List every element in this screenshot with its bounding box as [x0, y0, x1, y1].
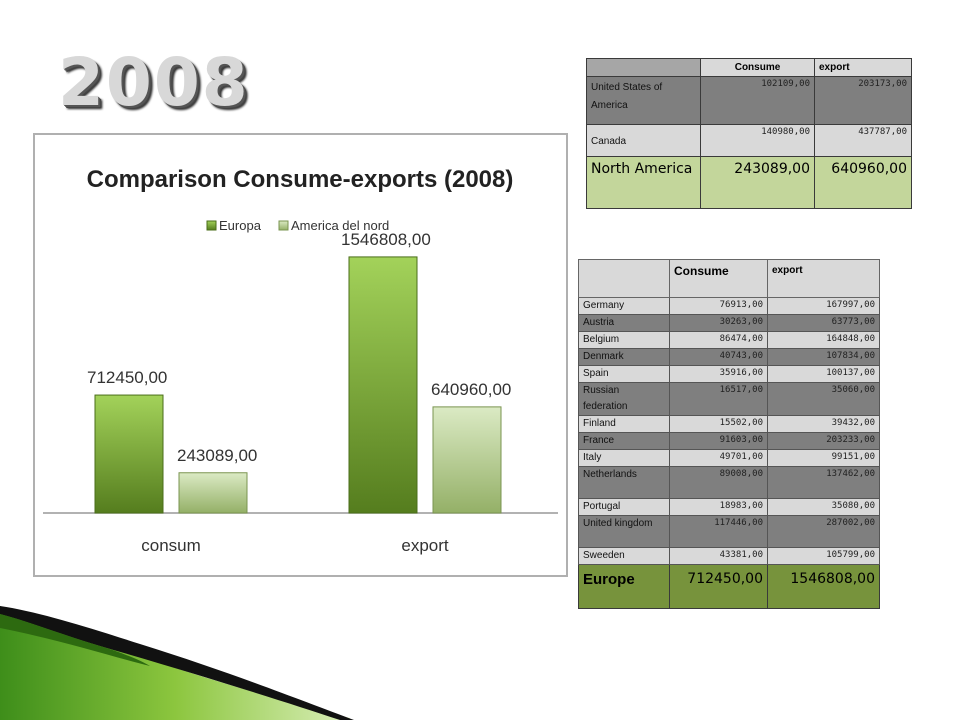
na-header-consume: Consume: [700, 58, 815, 77]
eu-row: Portugal 18983,00 35080,00: [578, 498, 880, 516]
data-label: 712450,00: [87, 368, 167, 387]
eu-header-export: export: [767, 259, 880, 298]
na-total-name: North America: [586, 156, 701, 209]
eu-row-name: Sweeden: [578, 547, 670, 565]
legend-swatch-america: [278, 220, 289, 231]
eu-row-consume: 76913,00: [669, 297, 768, 315]
category-label-consum: consum: [141, 536, 201, 555]
eu-row-name: Belgium: [578, 331, 670, 349]
na-row-name: Canada: [586, 124, 701, 157]
eu-row-name: Portugal: [578, 498, 670, 516]
eu-row-consume: 91603,00: [669, 432, 768, 450]
eu-row: Sweeden 43381,00 105799,00: [578, 547, 880, 565]
legend-swatch-europa: [206, 220, 217, 231]
eu-row-export: 167997,00: [767, 297, 880, 315]
eu-row: France 91603,00 203233,00: [578, 432, 880, 450]
eu-row: Denmark 40743,00 107834,00: [578, 348, 880, 366]
legend-label-europa: Europa: [219, 218, 262, 233]
eu-row-name: Italy: [578, 449, 670, 467]
eu-row: United kingdom 117446,00 287002,00: [578, 515, 880, 548]
eu-row: Germany 76913,00 167997,00: [578, 297, 880, 315]
eu-row-name: Netherlands: [578, 466, 670, 499]
eu-total-consume: 712450,00: [669, 564, 768, 609]
eu-row-export: 137462,00: [767, 466, 880, 499]
eu-row-export: 35080,00: [767, 498, 880, 516]
bar-america-export: [432, 406, 502, 514]
na-row-consume: 102109,00: [700, 76, 815, 125]
eu-header-blank: [578, 259, 670, 298]
eu-row-consume: 15502,00: [669, 415, 768, 433]
na-total-export: 640960,00: [814, 156, 912, 209]
plot-area: 712450,00 243089,00 consum 1546808,00 640960…: [43, 230, 558, 555]
data-label: 640960,00: [431, 380, 511, 399]
chart-frame: Comparison Consume-exports (2008) Europa…: [33, 133, 568, 577]
na-header-blank: [586, 58, 701, 77]
data-label: 1546808,00: [341, 230, 431, 249]
eu-row-export: 164848,00: [767, 331, 880, 349]
eu-row-export: 105799,00: [767, 547, 880, 565]
na-row-export: 437787,00: [814, 124, 912, 157]
eu-row-export: 107834,00: [767, 348, 880, 366]
eu-row-consume: 49701,00: [669, 449, 768, 467]
europe-table: Consume export Germany 76913,00 167997,00 A…: [578, 259, 880, 609]
eu-header-consume: Consume: [669, 259, 768, 298]
eu-row-consume: 35916,00: [669, 365, 768, 383]
chart-title: Comparison Consume-exports (2008): [87, 166, 514, 193]
na-row-export: 203173,00: [814, 76, 912, 125]
legend-label-america: America del nord: [291, 218, 389, 233]
na-total-consume: 243089,00: [700, 156, 815, 209]
eu-row-consume: 117446,00: [669, 515, 768, 548]
eu-row-export: 203233,00: [767, 432, 880, 450]
eu-row-consume: 40743,00: [669, 348, 768, 366]
eu-row: Italy 49701,00 99151,00: [578, 449, 880, 467]
eu-row-consume: 86474,00: [669, 331, 768, 349]
eu-row-name: France: [578, 432, 670, 450]
eu-row-consume: 16517,00: [669, 382, 768, 416]
eu-row-name: Germany: [578, 297, 670, 315]
eu-row-name: Finland: [578, 415, 670, 433]
eu-row: Finland 15502,00 39432,00: [578, 415, 880, 433]
eu-row-consume: 89008,00: [669, 466, 768, 499]
eu-row: Spain 35916,00 100137,00: [578, 365, 880, 383]
eu-row: Belgium 86474,00 164848,00: [578, 331, 880, 349]
eu-total-name: Europe: [578, 564, 670, 609]
eu-row-export: 100137,00: [767, 365, 880, 383]
bar-chart: Comparison Consume-exports (2008) Europa…: [43, 166, 558, 555]
north-america-table: Consume export United States of America …: [586, 58, 912, 209]
eu-row-name: Denmark: [578, 348, 670, 366]
data-label: 243089,00: [177, 446, 257, 465]
category-label-export: export: [401, 536, 449, 555]
eu-row-export: 39432,00: [767, 415, 880, 433]
eu-row: Russian federation 16517,00 35060,00: [578, 382, 880, 416]
eu-row-export: 35060,00: [767, 382, 880, 416]
eu-row-name: Russian federation: [578, 382, 670, 416]
eu-row-name: Spain: [578, 365, 670, 383]
eu-row: Netherlands 89008,00 137462,00: [578, 466, 880, 499]
eu-row-name: Austria: [578, 314, 670, 332]
eu-row-export: 99151,00: [767, 449, 880, 467]
eu-row: Austria 30263,00 63773,00: [578, 314, 880, 332]
na-row-consume: 140980,00: [700, 124, 815, 157]
na-row-name: United States of America: [586, 76, 701, 125]
eu-total-export: 1546808,00: [767, 564, 880, 609]
eu-row-consume: 43381,00: [669, 547, 768, 565]
eu-row-name: United kingdom: [578, 515, 670, 548]
bar-europa-consum: [94, 394, 164, 514]
eu-row-export: 63773,00: [767, 314, 880, 332]
year-title: 2008: [58, 44, 250, 121]
bar-america-consum: [178, 472, 248, 514]
bar-europa-export: [348, 256, 418, 514]
legend: Europa America del nord: [206, 218, 389, 233]
eu-row-consume: 18983,00: [669, 498, 768, 516]
eu-row-consume: 30263,00: [669, 314, 768, 332]
eu-row-export: 287002,00: [767, 515, 880, 548]
na-header-export: export: [814, 58, 912, 77]
